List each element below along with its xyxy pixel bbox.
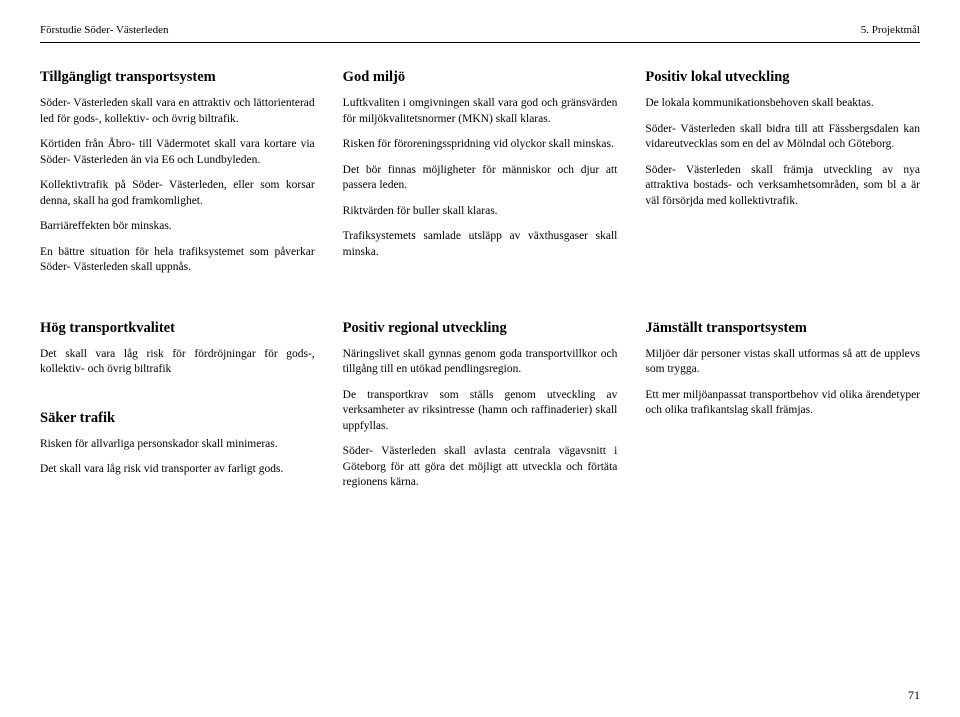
row2-col2: Positiv regional utveckling Näringslivet… [343,320,618,491]
para: Risken för föroreningsspridning vid olyc… [343,137,618,153]
para: Söder- Västerleden skall avlasta central… [343,444,618,491]
para: Barriäreffekten bör minskas. [40,219,315,235]
section-title: Säker trafik [40,410,315,427]
row1-col3: Positiv lokal utveckling De lokala kommu… [645,69,920,276]
para: Det bör finnas möjligheter för människor… [343,163,618,194]
para: De lokala kommunikationsbehoven skall be… [645,96,920,112]
para: Riktvärden för buller skall klaras. [343,204,618,220]
para: Luftkvaliten i omgivningen skall vara go… [343,96,618,127]
para: De transportkrav som ställs genom utveck… [343,388,618,435]
para: Risken för allvarliga personskador skall… [40,437,315,453]
para: Söder- Västerleden skall främja utveckli… [645,163,920,210]
header-left: Förstudie Söder- Västerleden [40,24,169,36]
section-title: God miljö [343,69,618,86]
para: Söder- Västerleden skall vara en attrakt… [40,96,315,127]
row-2: Hög transportkvalitet Det skall vara låg… [40,320,920,491]
para: En bättre situation för hela trafiksyste… [40,245,315,276]
section-title: Jämställt transportsystem [645,320,920,337]
row2-col1: Hög transportkvalitet Det skall vara låg… [40,320,315,491]
section-title: Positiv lokal utveckling [645,69,920,86]
para: Kollektivtrafik på Söder- Västerleden, e… [40,178,315,209]
page-number: 71 [908,688,920,703]
header-rule [40,42,920,43]
para: Ett mer miljöanpassat transportbehov vid… [645,388,920,419]
section-title: Hög transportkvalitet [40,320,315,337]
para: Körtiden från Åbro- till Vädermotet skal… [40,137,315,168]
para: Trafiksystemets samlade utsläpp av växth… [343,229,618,260]
row-1: Tillgängligt transportsystem Söder- Väst… [40,69,920,276]
para: Näringslivet skall gynnas genom goda tra… [343,347,618,378]
section-title: Tillgängligt transportsystem [40,69,315,86]
para: Söder- Västerleden skall bidra till att … [645,122,920,153]
row2-col3: Jämställt transportsystem Miljöer där pe… [645,320,920,491]
para: Det skall vara låg risk vid transporter … [40,462,315,478]
row1-col1: Tillgängligt transportsystem Söder- Väst… [40,69,315,276]
page-header: Förstudie Söder- Västerleden 5. Projektm… [40,24,920,36]
header-right: 5. Projektmål [861,24,920,36]
para: Det skall vara låg risk för fördröjninga… [40,347,315,378]
row1-col2: God miljö Luftkvaliten i omgivningen ska… [343,69,618,276]
para: Miljöer där personer vistas skall utform… [645,347,920,378]
section-title: Positiv regional utveckling [343,320,618,337]
